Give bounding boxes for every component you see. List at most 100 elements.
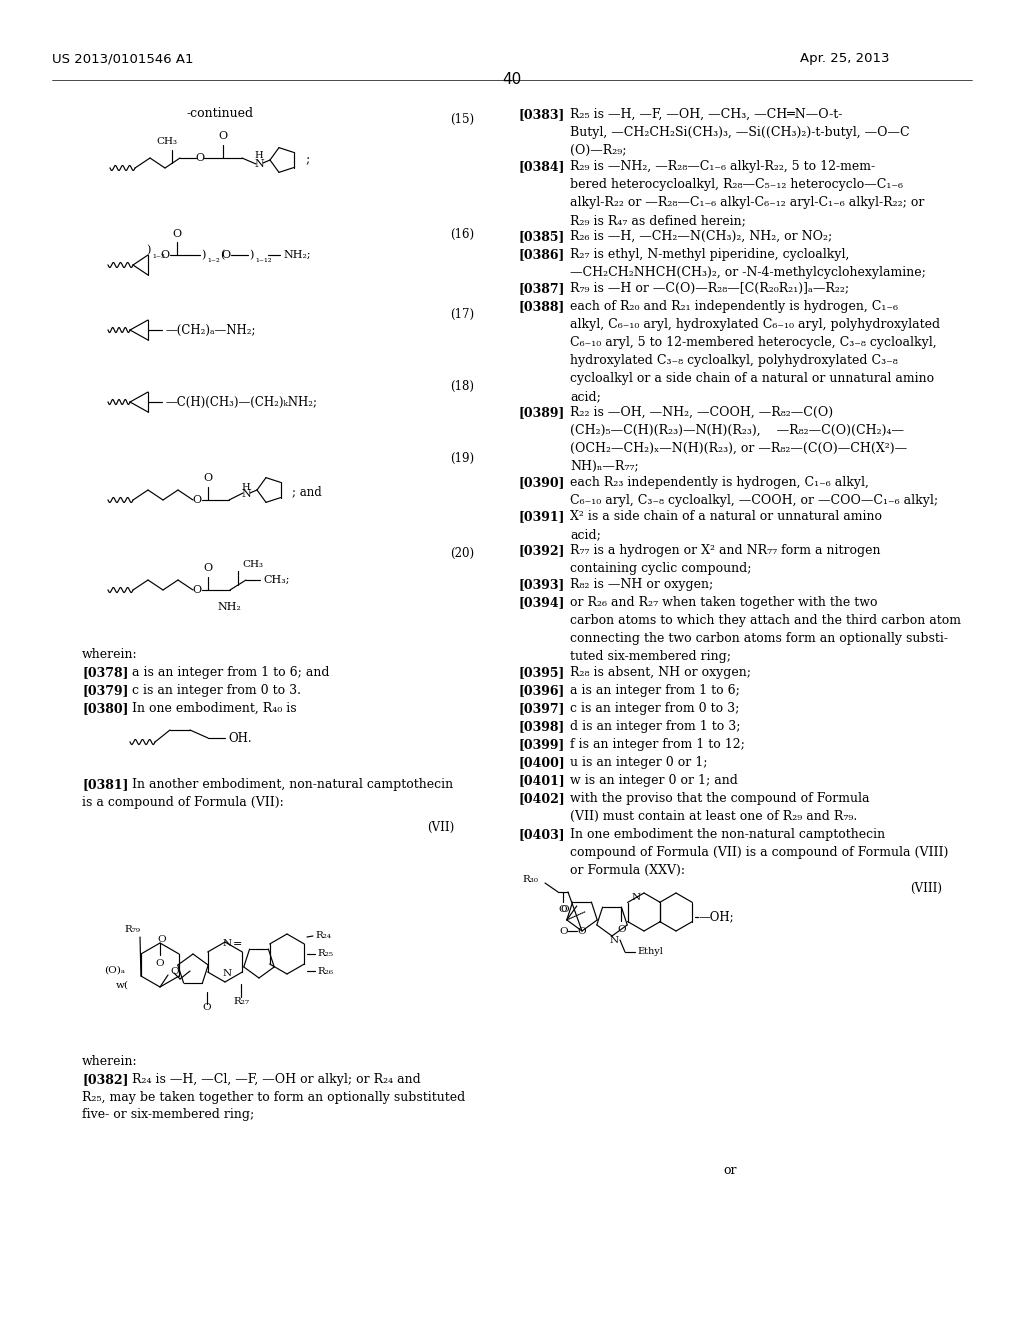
Text: compound of Formula (VII) is a compound of Formula (VIII): compound of Formula (VII) is a compound … [570, 846, 948, 859]
Text: [0398]: [0398] [518, 719, 564, 733]
Text: O: O [204, 473, 213, 483]
Text: [0392]: [0392] [518, 544, 564, 557]
Text: five- or six-membered ring;: five- or six-membered ring; [82, 1107, 254, 1121]
Text: or Formula (XXV):: or Formula (XXV): [570, 865, 685, 876]
Text: (VII) must contain at least one of R₂₉ and R₇₉.: (VII) must contain at least one of R₂₉ a… [570, 810, 857, 822]
Text: —(CH₂)ₐ—NH₂;: —(CH₂)ₐ—NH₂; [165, 323, 256, 337]
Text: containing cyclic compound;: containing cyclic compound; [570, 562, 752, 576]
Text: R₂₅, may be taken together to form an optionally substituted: R₂₅, may be taken together to form an op… [82, 1092, 465, 1104]
Text: CH₃;: CH₃; [263, 576, 290, 585]
Text: O: O [218, 131, 227, 141]
Text: a is an integer from 1 to 6;: a is an integer from 1 to 6; [570, 684, 740, 697]
Text: f is an integer from 1 to 12;: f is an integer from 1 to 12; [570, 738, 744, 751]
Text: (OCH₂—CH₂)ₓ—N(H)(R₂₃), or —R₈₂—(C(O)—CH(X²)—: (OCH₂—CH₂)ₓ—N(H)(R₂₃), or —R₈₂—(C(O)—CH(… [570, 442, 907, 455]
Text: R₃₀: R₃₀ [522, 875, 538, 884]
Text: u is an integer 0 or 1;: u is an integer 0 or 1; [570, 756, 708, 770]
Text: (VIII): (VIII) [910, 882, 942, 895]
Text: [0394]: [0394] [518, 597, 564, 609]
Text: (VII): (VII) [427, 821, 455, 834]
Text: X² is a side chain of a natural or unnatural amino: X² is a side chain of a natural or unnat… [570, 510, 882, 523]
Text: O: O [578, 928, 587, 936]
Text: NH₂;: NH₂; [283, 249, 310, 260]
Text: wherein:: wherein: [82, 648, 137, 661]
Text: [0393]: [0393] [518, 578, 564, 591]
Text: In one embodiment the non-natural camptothecin: In one embodiment the non-natural campto… [570, 828, 885, 841]
Text: OH.: OH. [228, 731, 252, 744]
Text: [0390]: [0390] [518, 477, 564, 488]
Text: [0391]: [0391] [518, 510, 564, 523]
Text: O: O [560, 927, 568, 936]
Text: O: O [156, 960, 164, 968]
Text: R₂₅ is —H, —F, —OH, —CH₃, —CH═N—O-t-: R₂₅ is —H, —F, —OH, —CH₃, —CH═N—O-t- [570, 108, 843, 121]
Text: N: N [609, 936, 618, 945]
Text: —CH₂CH₂NHCH(CH₃)₂, or -N-4-methylcyclohexylamine;: —CH₂CH₂NHCH(CH₃)₂, or -N-4-methylcyclohe… [570, 267, 926, 279]
Text: ₁₋₃: ₁₋₃ [152, 251, 165, 260]
Text: R₂₆: R₂₆ [317, 966, 333, 975]
Text: R₂₇: R₂₇ [233, 998, 249, 1006]
Text: [0403]: [0403] [518, 828, 564, 841]
Text: each of R₂₀ and R₂₁ independently is hydrogen, C₁₋₆: each of R₂₀ and R₂₁ independently is hyd… [570, 300, 898, 313]
Text: —C(H)(CH₃)—(CH₂)ₖNH₂;: —C(H)(CH₃)—(CH₂)ₖNH₂; [165, 396, 317, 408]
Text: with the proviso that the compound of Formula: with the proviso that the compound of Fo… [570, 792, 869, 805]
Text: N: N [222, 940, 231, 949]
Text: (17): (17) [450, 308, 474, 321]
Text: tuted six-membered ring;: tuted six-membered ring; [570, 649, 731, 663]
Text: each R₂₃ independently is hydrogen, C₁₋₆ alkyl,: each R₂₃ independently is hydrogen, C₁₋₆… [570, 477, 869, 488]
Text: ): ) [249, 249, 253, 260]
Text: [0382]: [0382] [82, 1073, 128, 1086]
Text: O: O [158, 936, 166, 945]
Text: R₂₉ is —NH₂, —R₂₈—C₁₋₆ alkyl-R₂₂, 5 to 12-mem-: R₂₉ is —NH₂, —R₂₈—C₁₋₆ alkyl-R₂₂, 5 to 1… [570, 160, 876, 173]
Text: [0387]: [0387] [518, 282, 564, 294]
Text: R₂₄ is —H, —Cl, —F, —OH or alkyl; or R₂₄ and: R₂₄ is —H, —Cl, —F, —OH or alkyl; or R₂₄… [132, 1073, 421, 1086]
Text: R₂₉ is R₄₇ as defined herein;: R₂₉ is R₄₇ as defined herein; [570, 214, 745, 227]
Text: [0380]: [0380] [82, 702, 128, 715]
Text: CH₃: CH₃ [242, 560, 263, 569]
Text: [0396]: [0396] [518, 684, 564, 697]
Text: [0386]: [0386] [518, 248, 564, 261]
Text: O: O [161, 249, 170, 260]
Text: or R₂₆ and R₂₇ when taken together with the two: or R₂₆ and R₂₇ when taken together with … [570, 597, 878, 609]
Text: O: O [193, 495, 202, 506]
Text: ): ) [201, 249, 205, 260]
Text: =: = [233, 939, 243, 949]
Text: (15): (15) [450, 114, 474, 125]
Text: O: O [561, 906, 569, 915]
Text: or: or [723, 1163, 736, 1176]
Text: [0384]: [0384] [518, 160, 564, 173]
Text: cycloalkyl or a side chain of a natural or unnatural amino: cycloalkyl or a side chain of a natural … [570, 372, 934, 385]
Text: N: N [222, 969, 231, 978]
Text: [0385]: [0385] [518, 230, 564, 243]
Text: H: H [242, 483, 250, 491]
Text: (18): (18) [450, 380, 474, 393]
Text: alkyl, C₆₋₁₀ aryl, hydroxylated C₆₋₁₀ aryl, polyhydroxylated: alkyl, C₆₋₁₀ aryl, hydroxylated C₆₋₁₀ ar… [570, 318, 940, 331]
Text: O: O [559, 906, 567, 913]
Text: C₆₋₁₀ aryl, 5 to 12-membered heterocycle, C₃₋₈ cycloalkyl,: C₆₋₁₀ aryl, 5 to 12-membered heterocycle… [570, 337, 937, 348]
Text: (20): (20) [450, 546, 474, 560]
Text: ₁₋₂: ₁₋₂ [207, 255, 220, 264]
Text: H: H [255, 152, 263, 161]
Text: is a compound of Formula (VII):: is a compound of Formula (VII): [82, 796, 284, 809]
Text: US 2013/0101546 A1: US 2013/0101546 A1 [52, 51, 194, 65]
Text: hydroxylated C₃₋₈ cycloalkyl, polyhydroxylated C₃₋₈: hydroxylated C₃₋₈ cycloalkyl, polyhydrox… [570, 354, 898, 367]
Text: carbon atoms to which they attach and the third carbon atom: carbon atoms to which they attach and th… [570, 614, 961, 627]
Text: R₂₂ is —OH, —NH₂, —COOH, —R₈₂—C(O): R₂₂ is —OH, —NH₂, —COOH, —R₈₂—C(O) [570, 407, 834, 418]
Text: ; and: ; and [292, 486, 322, 499]
Text: R₂₈ is absent, NH or oxygen;: R₂₈ is absent, NH or oxygen; [570, 667, 751, 678]
Text: NH₂: NH₂ [217, 602, 241, 612]
Text: (19): (19) [450, 451, 474, 465]
Text: O: O [203, 1003, 211, 1012]
Text: R₂₆ is —H, —CH₂—N(CH₃)₂, NH₂, or NO₂;: R₂₆ is —H, —CH₂—N(CH₃)₂, NH₂, or NO₂; [570, 230, 833, 243]
Text: N: N [632, 892, 641, 902]
Text: [0401]: [0401] [518, 774, 565, 787]
Text: O: O [196, 153, 205, 162]
Text: bered heterocycloalkyl, R₂₈—C₅₋₁₂ heterocyclo—C₁₋₆: bered heterocycloalkyl, R₂₈—C₅₋₁₂ hetero… [570, 178, 903, 191]
Text: (CH₂)₅—C(H)(R₂₃)—N(H)(R₂₃),    —R₈₂—C(O)(CH₂)₄—: (CH₂)₅—C(H)(R₂₃)—N(H)(R₂₃), —R₈₂—C(O)(CH… [570, 424, 904, 437]
Text: c is an integer from 0 to 3.: c is an integer from 0 to 3. [132, 684, 301, 697]
Text: 40: 40 [503, 73, 521, 87]
Text: In another embodiment, non-natural camptothecin: In another embodiment, non-natural campt… [132, 777, 454, 791]
Text: -continued: -continued [186, 107, 254, 120]
Text: O: O [170, 966, 178, 975]
Text: O: O [221, 249, 230, 260]
Text: alkyl-R₂₂ or —R₂₈—C₁₋₆ alkyl-C₆₋₁₂ aryl-C₁₋₆ alkyl-R₂₂; or: alkyl-R₂₂ or —R₂₈—C₁₋₆ alkyl-C₆₋₁₂ aryl-… [570, 195, 925, 209]
Text: N: N [254, 158, 264, 169]
